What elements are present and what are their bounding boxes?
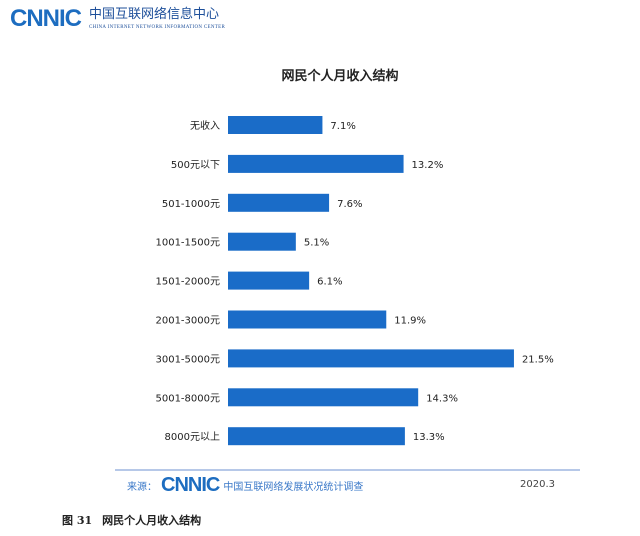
bar [228,232,296,251]
category-label: 2001-3000元 [155,316,220,327]
bar [228,427,405,446]
category-label: 3001-5000元 [155,354,220,365]
org-name-cn: 中国互联网络信息中心 [89,7,220,22]
bar [228,271,310,290]
bar [228,116,323,134]
data-label: 13.2% [412,160,444,171]
date: 2020.3 [520,479,555,490]
category-label: 5001-8000元 [155,393,220,404]
bar [228,388,419,407]
category-label: 8000元以上 [165,431,220,443]
data-label: 13.3% [413,432,445,443]
data-label: 7.1% [330,121,355,132]
figure-caption: 图 31 网民个人月收入结构 [62,512,211,528]
figure-number: 图 31 [62,514,93,527]
category-label: 1501-2000元 [155,277,220,288]
category-label: 无收入 [190,119,220,132]
category-label: 1001-1500元 [155,238,220,249]
data-label: 11.9% [394,316,426,327]
org-name: 中国互联网络信息中心 CHINA INTERNET NETWORK INFORM… [89,7,225,31]
bar [228,310,387,329]
data-label: 5.1% [304,238,329,249]
source-logo: CNNIC [161,474,220,496]
category-label: 501-1000元 [162,199,220,210]
data-label: 14.3% [426,393,458,404]
data-label: 6.1% [317,277,342,288]
source-name: 中国互联网络发展状况统计调查 [223,481,364,493]
source-label: 来源： [127,481,157,493]
bar [228,154,404,173]
bar [228,193,330,212]
chart-title: 网民个人月收入结构 [281,68,398,84]
cnnic-logo: CNNIC [10,5,82,32]
footer-divider [115,469,580,471]
bar [228,349,514,368]
source: 来源： CNNIC 中国互联网络发展状况统计调查 [127,474,363,496]
org-name-en: CHINA INTERNET NETWORK INFORMATION CENTE… [89,25,226,30]
figure-caption-text: 网民个人月收入结构 [102,514,202,527]
category-label: 500元以下 [171,160,220,171]
header: CNNIC 中国互联网络信息中心 CHINA INTERNET NETWORK … [10,6,225,32]
data-label: 21.5% [522,354,554,365]
data-label: 7.6% [337,199,362,210]
